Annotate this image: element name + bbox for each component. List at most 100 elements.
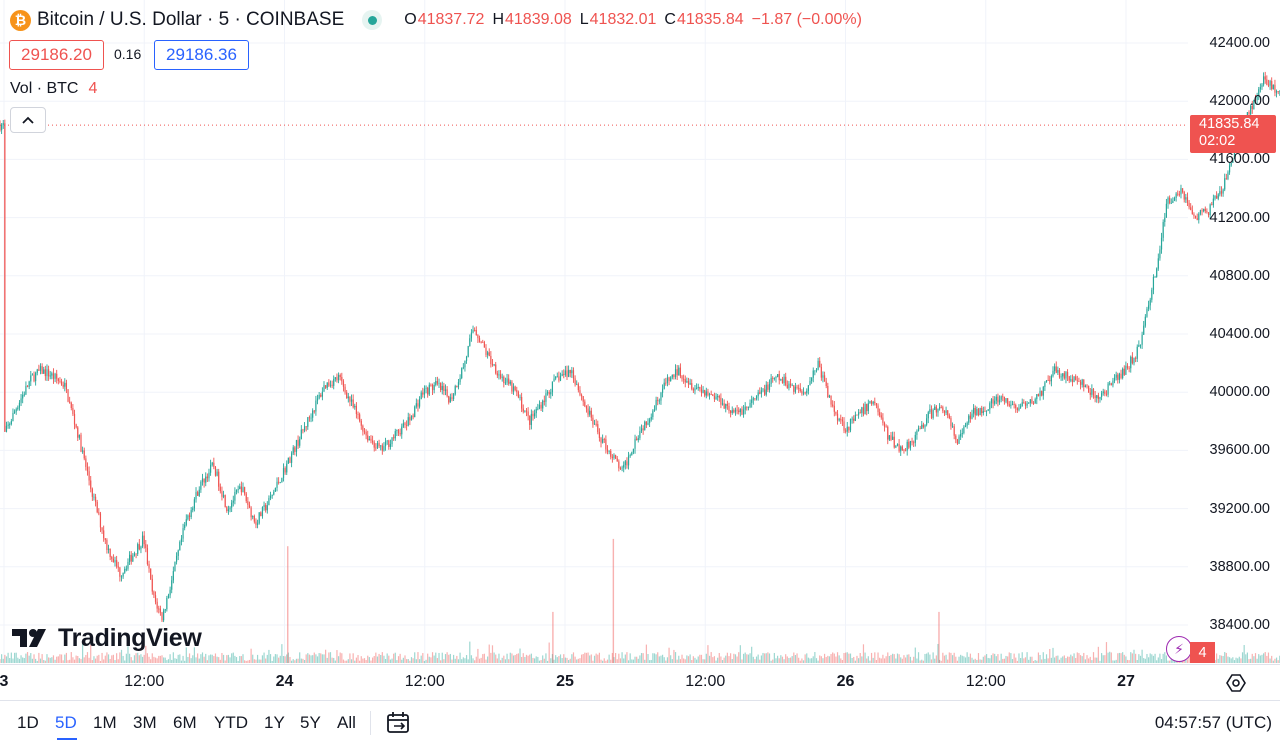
- candle-body: [2, 123, 4, 125]
- candle-body: [631, 452, 633, 455]
- candle-body: [627, 455, 630, 466]
- candle-body: [888, 435, 890, 440]
- candle-body: [350, 399, 353, 402]
- candle-body: [807, 385, 809, 391]
- volume-bar: [30, 653, 32, 663]
- symbol-title[interactable]: Bitcoin / U.S. Dollar · 5 · COINBASE: [37, 9, 345, 30]
- range-button-all[interactable]: All: [337, 713, 356, 732]
- utc-clock[interactable]: 04:57:57 (UTC): [1154, 713, 1272, 732]
- candle-body: [568, 369, 570, 377]
- candle-body: [519, 397, 521, 398]
- range-button-5d[interactable]: 5D: [55, 713, 77, 732]
- candle-body: [600, 437, 602, 443]
- volume-bar: [1021, 652, 1023, 663]
- volume-bar: [901, 658, 903, 663]
- candle-body: [48, 369, 50, 377]
- range-button-1d[interactable]: 1D: [17, 713, 39, 732]
- candle-body: [1125, 365, 1127, 375]
- candle-body: [245, 493, 247, 502]
- volume-bar: [292, 659, 294, 663]
- candle-body: [1151, 289, 1153, 300]
- volume-bar: [415, 659, 417, 663]
- volume-bar: [708, 655, 711, 663]
- volume-bar: [148, 656, 150, 663]
- volume-bar: [987, 657, 989, 663]
- range-button-6m[interactable]: 6M: [173, 713, 197, 732]
- candle-body: [887, 426, 889, 440]
- volume-bar: [1024, 657, 1027, 663]
- volume-bar: [611, 652, 613, 663]
- candle-body: [1089, 392, 1091, 395]
- range-button-1m[interactable]: 1M: [93, 713, 117, 732]
- range-button-1y[interactable]: 1Y: [264, 713, 285, 732]
- volume-bar: [495, 654, 497, 663]
- candle-body: [940, 406, 942, 408]
- price-axis-label: 42000.00: [1209, 93, 1270, 110]
- volume-bar: [809, 658, 811, 663]
- volume-bar: [287, 652, 289, 663]
- last-price-tag: 41835.84 02:02: [1190, 115, 1276, 153]
- volume-bar: [91, 660, 93, 663]
- candle-body: [1254, 99, 1257, 101]
- volume-bar: [1227, 656, 1229, 663]
- volume-bar: [989, 658, 991, 663]
- candle-body: [992, 399, 994, 404]
- candle-body: [642, 428, 644, 430]
- volume-bar: [908, 654, 910, 663]
- candle-body: [1263, 76, 1265, 85]
- candle-body: [1152, 277, 1155, 290]
- price-chart[interactable]: [0, 0, 1280, 700]
- volume-bar: [700, 654, 703, 663]
- candle-body: [161, 612, 163, 621]
- candle-body: [678, 367, 680, 376]
- volume-bar: [741, 659, 743, 663]
- volume-bar: [422, 653, 424, 663]
- volume-bar: [689, 654, 691, 663]
- volume-bar: [423, 660, 426, 663]
- change-value: −1.87 (−0.00%): [751, 11, 862, 28]
- volume-bar: [644, 659, 646, 663]
- candle-body: [1131, 356, 1133, 364]
- volume-bar: [169, 654, 171, 663]
- market-status-icon[interactable]: [362, 10, 383, 30]
- volume-legend[interactable]: Vol · BTC 4: [10, 80, 97, 98]
- candle-body: [1180, 188, 1182, 195]
- candle-body: [39, 366, 42, 371]
- sell-button[interactable]: 29186.20: [9, 40, 104, 70]
- candle-body: [806, 390, 808, 394]
- volume-bar: [313, 652, 315, 663]
- candle-body: [880, 415, 882, 418]
- volume-bar: [725, 655, 727, 663]
- time-axis[interactable]: 3 12:00 24 12:00 25 12:00 26 12:00 27: [0, 664, 1280, 700]
- candle-body: [862, 407, 865, 415]
- candle-body: [1199, 210, 1202, 214]
- candle-body: [1224, 178, 1226, 190]
- candle-body: [28, 381, 30, 387]
- active-range-indicator: [57, 738, 77, 740]
- candle-body: [563, 374, 565, 375]
- buy-button[interactable]: 29186.36: [154, 40, 249, 70]
- collapse-legend-button[interactable]: [10, 107, 46, 133]
- volume-bar: [253, 659, 255, 663]
- volume-bar: [754, 659, 756, 663]
- volume-bar: [234, 655, 236, 663]
- volume-bar: [670, 655, 672, 663]
- range-button-5y[interactable]: 5Y: [300, 713, 321, 732]
- lightning-alert-icon[interactable]: ⚡: [1166, 636, 1192, 662]
- range-button-ytd[interactable]: YTD: [214, 713, 248, 732]
- candle-body: [951, 426, 954, 428]
- volume-bar: [1115, 659, 1117, 663]
- candle-body: [1, 124, 3, 131]
- volume-bar: [260, 659, 262, 663]
- volume-bar: [649, 660, 651, 663]
- candle-body: [804, 392, 806, 394]
- volume-bar: [615, 652, 617, 663]
- go-to-date-icon[interactable]: [386, 710, 412, 736]
- candle-body: [836, 413, 839, 421]
- candle-body: [210, 464, 212, 473]
- volume-bar: [582, 654, 584, 663]
- volume-bar: [310, 655, 312, 663]
- range-button-3m[interactable]: 3M: [133, 713, 157, 732]
- candle-body: [869, 401, 871, 404]
- chart-settings-icon[interactable]: [1224, 671, 1248, 695]
